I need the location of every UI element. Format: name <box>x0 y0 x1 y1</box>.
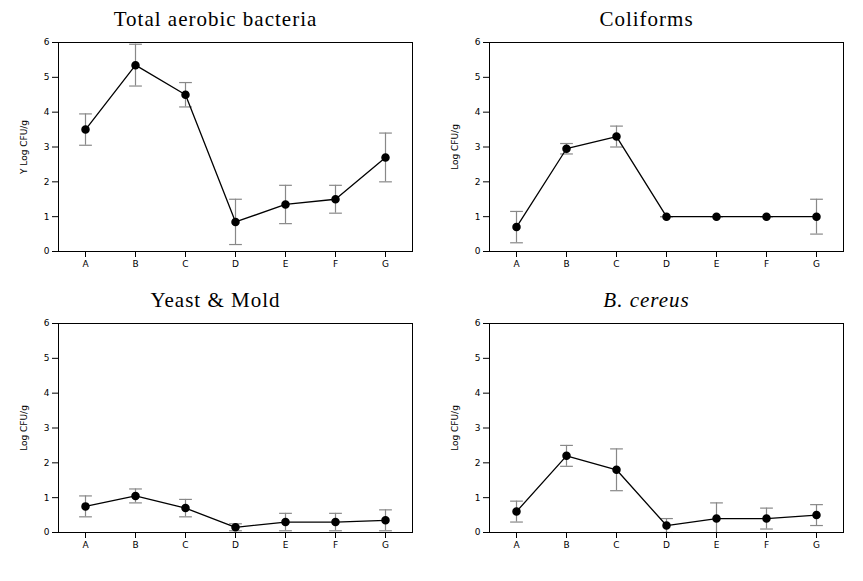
svg-text:5: 5 <box>43 72 49 82</box>
svg-text:0: 0 <box>43 527 49 537</box>
svg-text:F: F <box>332 540 337 550</box>
svg-text:E: E <box>713 540 719 550</box>
svg-text:D: D <box>232 540 239 550</box>
svg-text:3: 3 <box>474 423 480 433</box>
svg-text:4: 4 <box>474 107 480 117</box>
svg-text:0: 0 <box>43 246 49 256</box>
svg-text:3: 3 <box>43 423 49 433</box>
svg-text:D: D <box>232 259 239 269</box>
svg-text:2: 2 <box>43 177 49 187</box>
svg-text:6: 6 <box>474 37 480 47</box>
html-text:B. cereus: B. cereus <box>603 288 690 312</box>
svg-text:0: 0 <box>474 246 480 256</box>
svg-text:B: B <box>563 540 569 550</box>
svg-text:4: 4 <box>43 107 49 117</box>
html-text:Total aerobic bacteria: Total aerobic bacteria <box>113 7 318 31</box>
svg-text:F: F <box>763 259 768 269</box>
svg-text:C: C <box>613 540 619 550</box>
svg-text:A: A <box>513 540 520 550</box>
svg-text:4: 4 <box>43 388 49 398</box>
svg-text:F: F <box>332 259 337 269</box>
svg-text:A: A <box>82 540 89 550</box>
svg-text:Log CFU/g: Log CFU/g <box>449 405 459 451</box>
svg-text:B: B <box>132 259 138 269</box>
svg-text:C: C <box>182 259 188 269</box>
svg-text:G: G <box>382 540 389 550</box>
svg-text:B: B <box>132 540 138 550</box>
svg-text:B: B <box>563 259 569 269</box>
svg-text:Log CFU/g: Log CFU/g <box>449 124 459 170</box>
svg-text:G: G <box>382 259 389 269</box>
svg-text:E: E <box>282 540 288 550</box>
svg-text:E: E <box>713 259 719 269</box>
svg-text:D: D <box>663 259 670 269</box>
svg-text:D: D <box>663 540 670 550</box>
svg-text:5: 5 <box>474 72 480 82</box>
svg-text:2: 2 <box>43 458 49 468</box>
svg-text:1: 1 <box>474 493 480 503</box>
html-text:Yeast & Mold: Yeast & Mold <box>150 288 281 312</box>
svg-text:5: 5 <box>43 353 49 363</box>
svg-text:6: 6 <box>474 318 480 328</box>
svg-text:3: 3 <box>474 142 480 152</box>
svg-text:3: 3 <box>43 142 49 152</box>
svg-text:2: 2 <box>474 177 480 187</box>
html-text:Coliforms: Coliforms <box>599 7 694 31</box>
svg-text:6: 6 <box>43 318 49 328</box>
svg-text:Y Log CFU/g: Y Log CFU/g <box>18 120 28 175</box>
svg-text:C: C <box>182 540 188 550</box>
svg-text:Log CFU/g: Log CFU/g <box>18 405 28 451</box>
svg-text:A: A <box>82 259 89 269</box>
svg-text:C: C <box>613 259 619 269</box>
svg-text:A: A <box>513 259 520 269</box>
svg-text:6: 6 <box>43 37 49 47</box>
svg-text:5: 5 <box>474 353 480 363</box>
svg-text:4: 4 <box>474 388 480 398</box>
svg-text:1: 1 <box>474 212 480 222</box>
svg-text:G: G <box>813 259 820 269</box>
svg-text:G: G <box>813 540 820 550</box>
svg-text:F: F <box>763 540 768 550</box>
svg-text:1: 1 <box>43 212 49 222</box>
svg-text:1: 1 <box>43 493 49 503</box>
svg-text:2: 2 <box>474 458 480 468</box>
svg-text:E: E <box>282 259 288 269</box>
svg-text:0: 0 <box>474 527 480 537</box>
